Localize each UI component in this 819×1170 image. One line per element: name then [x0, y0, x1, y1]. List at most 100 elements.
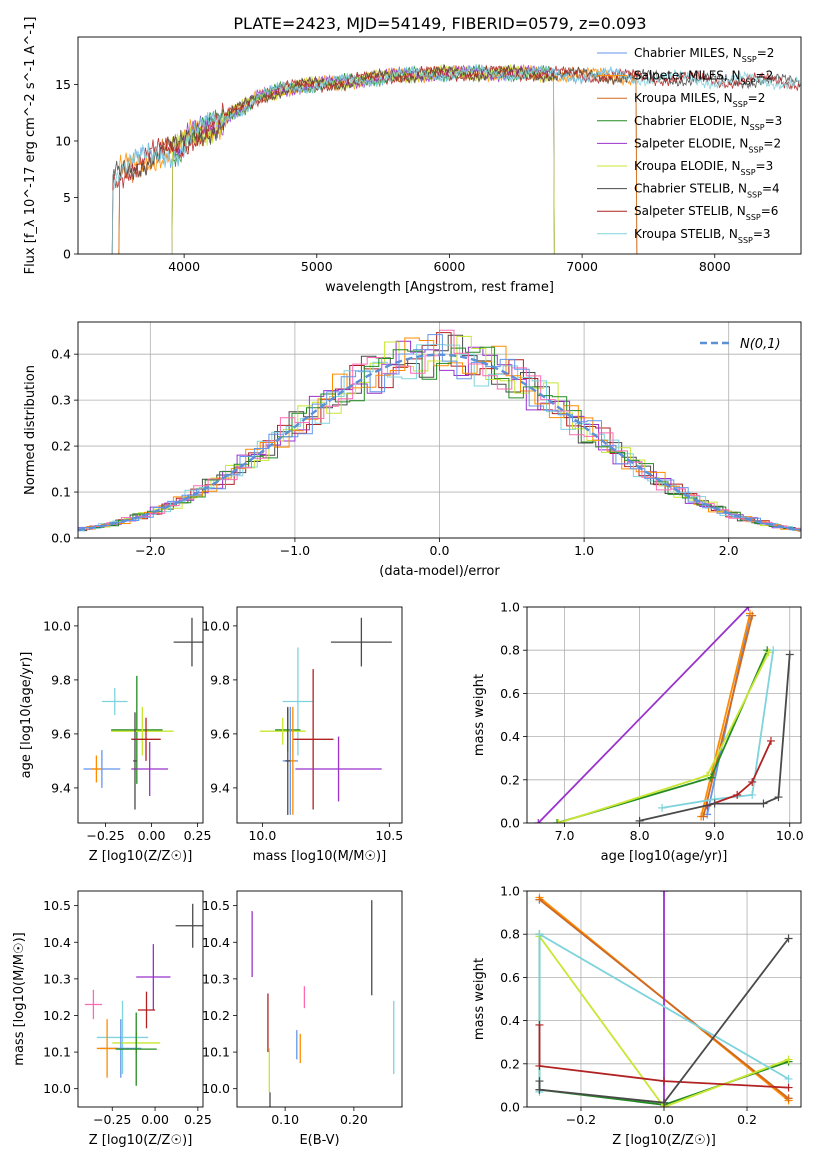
y-tick-label: 10.3	[202, 971, 230, 986]
plot-area	[534, 607, 794, 823]
weight-series-line	[538, 1024, 789, 1089]
x-tick-label: 0.00	[141, 1112, 169, 1127]
y-tick-label: 0.0	[51, 531, 71, 546]
panel-weight-vs-z: −0.2 0.0 0.2 0.0 0.2 0.4 0.6 0.8 1.0 Z [log10(Z/Z…	[472, 884, 802, 1148]
weight-point-marker	[784, 1094, 793, 1103]
panel-spectrum: 4000 5000 6000 7000 8000 0 5 10 15 wavelength [An…	[23, 17, 802, 295]
axes-frame	[77, 890, 204, 1108]
y-tick-label: 0.2	[500, 772, 520, 787]
y-axis-label: mass weight	[472, 958, 487, 1040]
x-tick-label: 10.0	[776, 828, 804, 843]
legend-entry: Chabrier MILES, NSSP=2	[634, 46, 774, 64]
plot-area	[259, 617, 392, 815]
x-tick-label: 7.0	[555, 828, 575, 843]
y-tick-label: 10.4	[202, 935, 230, 950]
y-tick-label: 0.6	[500, 686, 520, 701]
weight-point-marker	[744, 607, 753, 611]
spectrum-series-line	[118, 64, 638, 254]
x-tick-label: 0.0	[654, 1112, 674, 1127]
x-axis-label: Z [log10(Z/Z☉)]	[612, 1133, 716, 1148]
y-tick-label: 0.8	[500, 643, 520, 658]
legend-entry: Kroupa ELODIE, NSSP=3	[634, 159, 773, 177]
spectrum-series-line	[111, 64, 801, 254]
spectrum-series-line	[171, 64, 555, 254]
weight-point-marker	[534, 819, 543, 823]
weight-series-line	[700, 613, 751, 817]
axes-frame	[526, 890, 802, 1108]
x-axis-label: (data-model)/error	[379, 564, 500, 579]
legend-entry: Chabrier STELIB, NSSP=4	[634, 182, 780, 200]
y-tick-label: 10.0	[202, 1081, 230, 1096]
legend-entry: Salpeter STELIB, NSSP=6	[634, 204, 778, 222]
x-axis-label: wavelength [Angstrom, rest frame]	[325, 280, 554, 295]
y-tick-label: 0.1	[51, 485, 71, 500]
axes-frame	[77, 606, 204, 824]
x-tick-label: 10.5	[375, 828, 403, 843]
x-tick-label: −1.0	[280, 543, 310, 558]
weight-point-marker	[748, 611, 757, 620]
plot-area	[84, 903, 203, 1086]
weight-point-marker	[535, 930, 544, 939]
x-tick-label: 0.2	[737, 1112, 757, 1127]
x-axis-label: E(B-V)	[299, 1133, 339, 1148]
y-tick-label: 0.0	[500, 1100, 520, 1115]
plot-area	[251, 900, 395, 1107]
x-tick-label: 0.20	[340, 1112, 368, 1127]
weight-point-marker	[769, 646, 778, 655]
weight-point-marker	[553, 819, 562, 823]
y-tick-label: 10.2	[202, 1008, 230, 1023]
y-tick-label: 9.4	[210, 780, 230, 795]
panel-age-vs-mass: 10.0 10.5 9.4 9.6 9.8 10.0 mass [log10(M/M☉)]	[202, 606, 403, 864]
y-axis-label: mass [log10(M/M☉)]	[12, 932, 27, 1065]
panel-residuals: −2.0 −1.0 0.0 1.0 2.0 0.0 0.1 0.2 0.3 0.4 (data-mo…	[23, 321, 802, 579]
y-tick-label: 5	[63, 190, 71, 205]
spectrum-series-line	[171, 64, 555, 254]
weight-point-marker	[554, 819, 563, 823]
x-tick-label: 4000	[168, 259, 200, 274]
x-axis-label: Z [log10(Z/Z☉)]	[89, 1133, 193, 1148]
weight-point-marker	[784, 934, 793, 943]
weight-point-marker	[774, 793, 783, 802]
weight-point-marker	[703, 771, 712, 780]
x-tick-label: −0.25	[86, 828, 124, 843]
y-axis-label: age [log10(age/yr)]	[19, 652, 34, 779]
y-tick-label: 9.6	[210, 726, 230, 741]
y-tick-label: 10.1	[43, 1045, 71, 1060]
spectrum-series-line	[171, 64, 555, 254]
x-tick-label: 8000	[699, 259, 731, 274]
legend-entry: Kroupa STELIB, NSSP=3	[634, 227, 771, 245]
weight-point-marker	[764, 648, 773, 657]
x-tick-label: 0.25	[184, 1112, 212, 1127]
weight-series-line	[538, 937, 790, 1104]
x-tick-label: 0.00	[138, 828, 166, 843]
weight-series-line	[702, 615, 754, 817]
weight-point-marker	[759, 799, 768, 808]
weight-point-marker	[535, 895, 544, 904]
weight-point-marker	[658, 803, 667, 812]
x-axis-label: age [log10(age/yr)]	[601, 849, 728, 864]
x-tick-label: −2.0	[135, 543, 165, 558]
y-tick-label: 10.0	[43, 618, 71, 633]
y-tick-label: 15	[55, 77, 71, 92]
y-tick-label: 0.3	[51, 393, 71, 408]
y-tick-label: 10.5	[43, 898, 71, 913]
spectrum-series-line	[118, 64, 638, 254]
axes-frame	[77, 321, 802, 539]
figure-title: PLATE=2423, MJD=54149, FIBERID=0579, z=0…	[233, 14, 646, 33]
weight-point-marker	[748, 790, 757, 799]
y-tick-label: 10.0	[43, 1081, 71, 1096]
plot-area	[83, 617, 203, 810]
y-tick-label: 10.5	[202, 898, 230, 913]
y-tick-label: 9.6	[51, 726, 71, 741]
weight-point-marker	[733, 790, 742, 799]
x-tick-label: 10.0	[248, 828, 276, 843]
x-tick-label: −0.25	[93, 1112, 131, 1127]
weight-point-marker	[784, 1074, 793, 1083]
y-tick-label: 0.2	[500, 1056, 520, 1071]
histogram-series	[78, 344, 801, 532]
y-tick-label: 0.6	[500, 970, 520, 985]
weight-point-marker	[660, 1098, 668, 1107]
y-axis-label: Normed distribution	[23, 365, 38, 495]
y-tick-label: 10	[55, 133, 71, 148]
weight-series-line	[706, 740, 772, 807]
